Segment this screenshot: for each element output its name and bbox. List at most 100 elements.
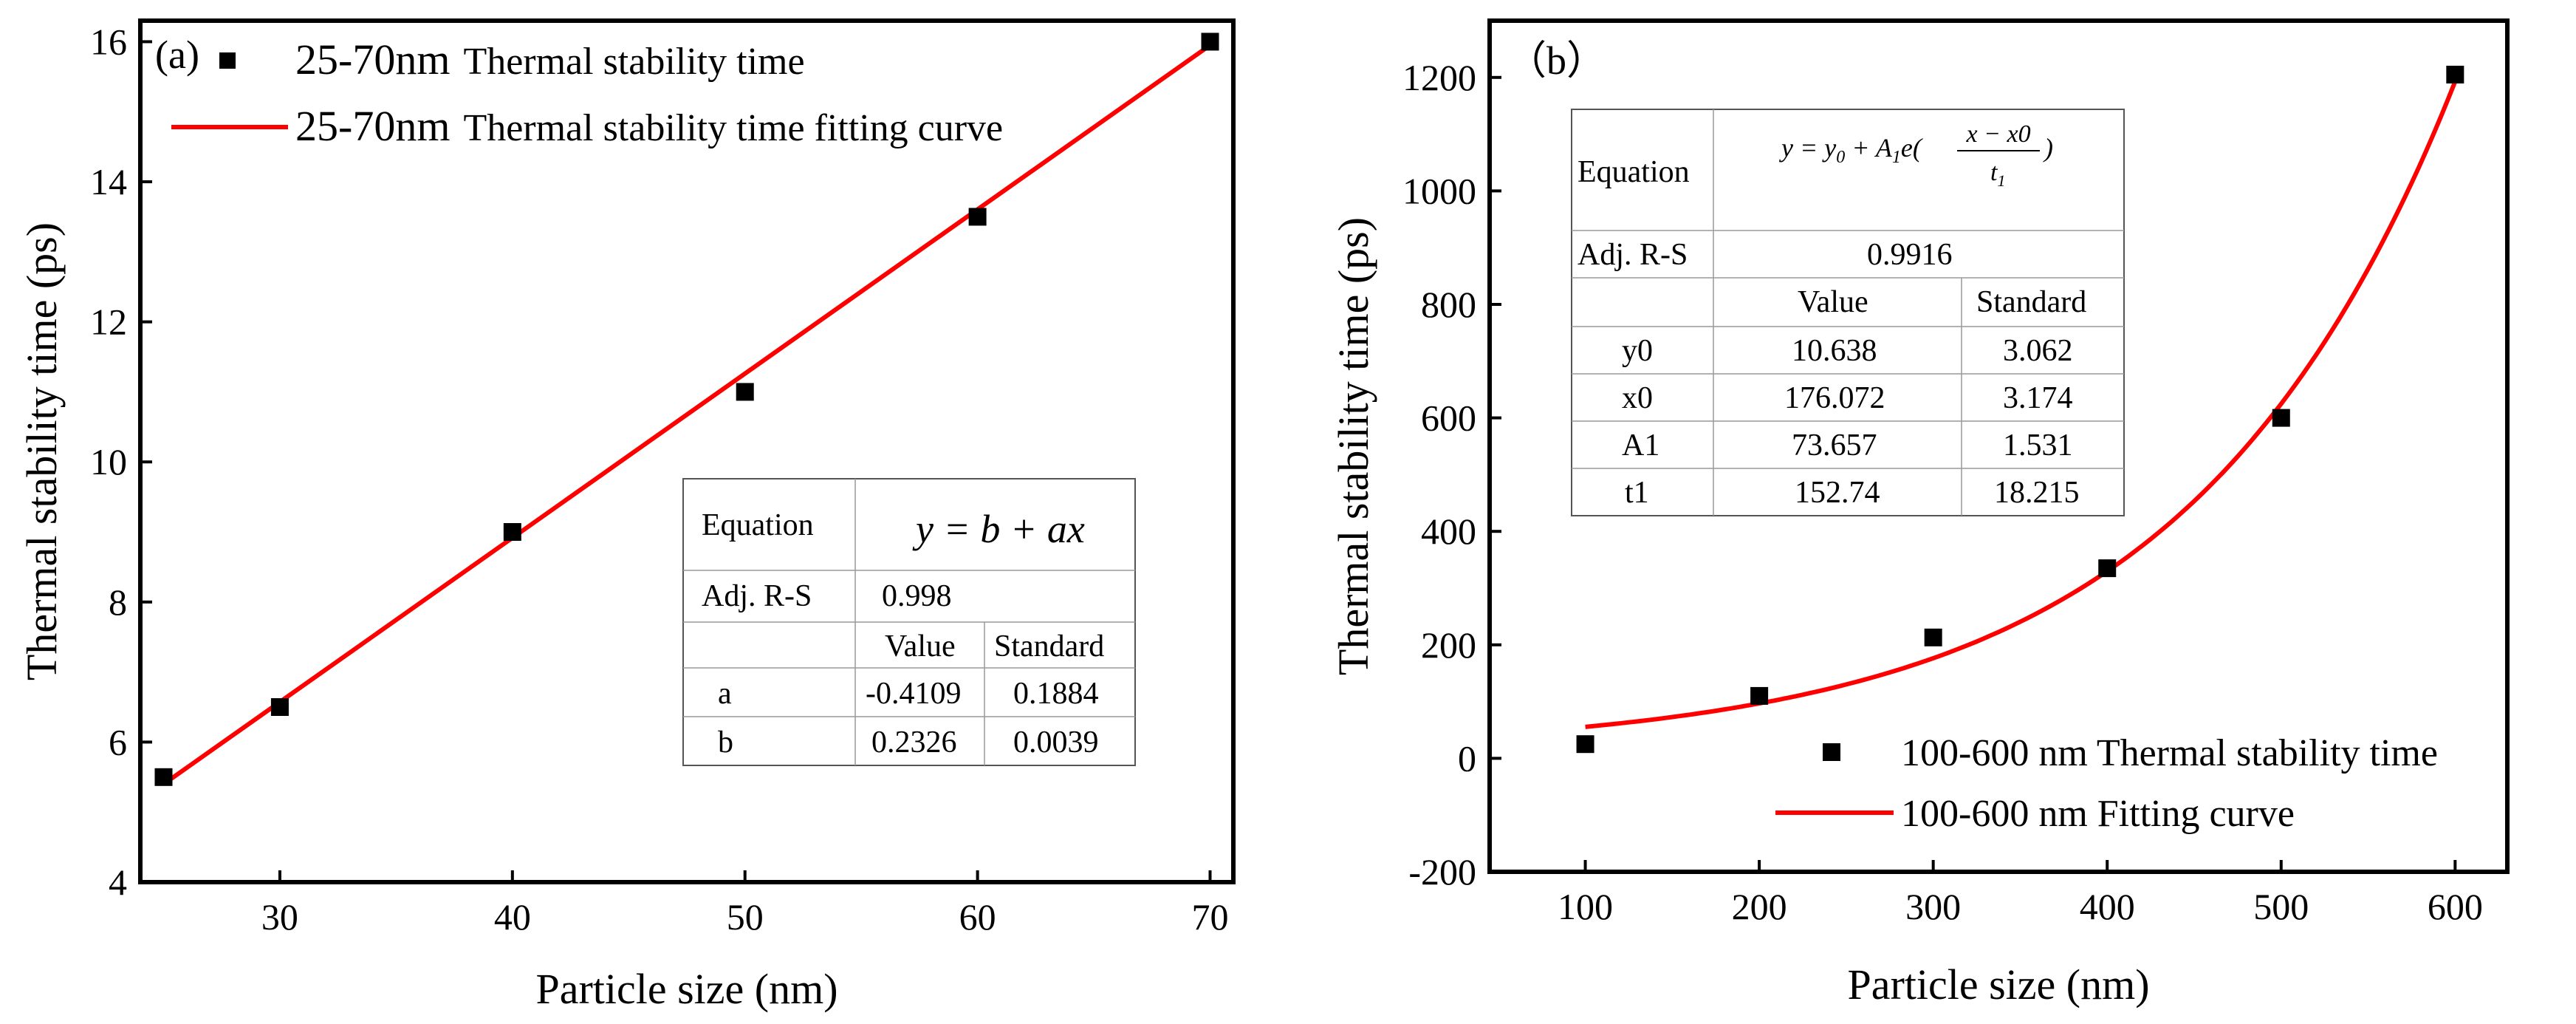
fit-curve (162, 43, 1212, 786)
data-point (1924, 628, 1942, 646)
panel-a-ticks: 30 40 50 60 70 4 6 8 10 12 14 16 (90, 21, 1229, 938)
fit-table-b-row-value: 176.072 (1784, 381, 1885, 415)
x-tick-label: 500 (2253, 886, 2309, 927)
fit-table-a-equation-label: Equation (702, 508, 814, 542)
fit-table-a-row-param: a (718, 677, 732, 711)
y-tick-label: 800 (1421, 284, 1476, 325)
fit-table-a-row-std: 0.0039 (1013, 726, 1099, 760)
legend-a-scatter-marker (219, 52, 236, 69)
x-tick-label: 30 (261, 896, 298, 938)
x-tick-label: 400 (2080, 886, 2135, 927)
fit-table-a-col-standard: Standard (994, 629, 1104, 663)
panel-b-x-axis-title: Particle size (nm) (1847, 960, 2149, 1008)
panel-a-y-axis-title: Thermal stability time (ps) (18, 222, 66, 680)
y-tick-label: 1200 (1402, 57, 1476, 98)
fit-table-a-row-param: b (718, 726, 733, 760)
fit-table-a-col-value: Value (885, 629, 956, 663)
y-tick-label: 10 (90, 441, 127, 482)
x-tick-label: 60 (959, 896, 996, 938)
panel-b: 100 200 300 400 500 600 -200 0 200 400 600 800 1000 1… (1329, 18, 2510, 1008)
panel-a: 30 40 50 60 70 4 6 8 10 12 14 16 (a) 25-70nm Therma… (18, 18, 1236, 1013)
fit-table-b-row-value: 10.638 (1792, 334, 1877, 368)
panel-a-fit-table: Equation y = b + ax Adj. R-S 0.998 Value… (682, 478, 1136, 766)
fit-table-a-adjr-label: Adj. R-S (702, 579, 812, 613)
data-point (2446, 65, 2464, 83)
data-point (2098, 559, 2117, 578)
x-tick-label: 40 (494, 896, 531, 938)
y-tick-label: 200 (1421, 624, 1476, 666)
fit-table-b-adjr-label: Adj. R-S (1578, 238, 1688, 272)
svg-text:t1: t1 (1990, 159, 2005, 190)
panel-b-fit-table: Equation y = y0 + A1e( x − x0 t1 ) Adj. … (1571, 109, 2125, 516)
data-point (154, 768, 173, 786)
fit-table-b-row-std: 3.174 (2003, 381, 2073, 415)
legend-b-line-label: 100-600 nm Fitting curve (1901, 793, 2295, 835)
x-tick-label: 50 (727, 896, 764, 938)
panel-b-fit-layer (1585, 81, 2458, 729)
legend-a-line-label: 25-70nm Thermal stability time fitting c… (295, 102, 1003, 150)
fit-table-b-col-standard: Standard (1976, 285, 2086, 319)
x-tick-label: 70 (1192, 896, 1229, 938)
data-point (1576, 735, 1594, 754)
fit-table-b-border (1571, 109, 2125, 516)
fit-table-b-row-value: 73.657 (1792, 429, 1877, 462)
y-tick-label: 14 (90, 161, 127, 202)
y-tick-label: -200 (1408, 851, 1476, 892)
fit-table-b-equation: y = y0 + A1e( x − x0 t1 ) (1779, 120, 2053, 190)
legend-a-scatter-label: 25-70nm Thermal stability time (295, 35, 805, 83)
data-point (736, 383, 754, 401)
data-point (1201, 33, 1219, 51)
y-tick-label: 1000 (1402, 170, 1476, 211)
panel-a-legend: 25-70nm Thermal stability time 25-70nm T… (171, 35, 1003, 150)
x-tick-label: 100 (1558, 886, 1613, 927)
x-tick-label: 300 (1905, 886, 1961, 927)
fit-table-b-row-value: 152.74 (1795, 476, 1880, 510)
y-tick-label: 16 (90, 21, 127, 62)
y-tick-label: 6 (109, 721, 127, 762)
fit-table-b-row-param: x0 (1622, 381, 1653, 415)
fit-table-a-row-value: 0.2326 (871, 726, 957, 760)
fit-table-b-row-param: A1 (1622, 429, 1659, 462)
panel-a-points-layer (154, 33, 1219, 786)
data-point (1750, 686, 1769, 705)
panel-a-label: (a) (155, 33, 199, 77)
y-tick-label: 0 (1458, 737, 1476, 779)
svg-text:x − x0: x − x0 (1965, 120, 2030, 148)
svg-text:): ) (2043, 133, 2053, 163)
y-tick-label: 600 (1421, 397, 1476, 439)
fit-table-b-row-param: t1 (1625, 476, 1649, 510)
legend-b-scatter-marker (1823, 743, 1840, 761)
fit-table-b-row-std: 1.531 (2003, 429, 2073, 462)
panel-b-plot-frame (1487, 18, 2510, 874)
fit-table-b-row-std: 3.062 (2003, 334, 2073, 368)
fit-curve (1585, 81, 2458, 729)
data-point (503, 523, 521, 542)
fit-table-b-equation-label: Equation (1578, 155, 1690, 189)
fit-table-b-adjr-value: 0.9916 (1867, 238, 1953, 272)
panel-b-points-layer (1576, 65, 2464, 754)
fit-table-b-col-value: Value (1798, 285, 1868, 319)
y-tick-label: 8 (109, 581, 127, 623)
data-point (270, 698, 289, 717)
panel-a-x-axis-title: Particle size (nm) (535, 965, 837, 1013)
x-tick-label: 200 (1732, 886, 1787, 927)
fit-table-a-row-value: -0.4109 (866, 677, 962, 711)
fit-table-a-adjr-value: 0.998 (882, 579, 952, 613)
svg-text:y = y0 + A1e(: y = y0 + A1e( (1779, 133, 1923, 167)
panel-b-ticks: 100 200 300 400 500 600 -200 0 200 400 600 800 1000 1… (1402, 57, 2483, 927)
legend-b-scatter-label: 100-600 nm Thermal stability time (1901, 732, 2438, 774)
panel-a-plot-frame (138, 18, 1236, 884)
data-point (968, 208, 987, 226)
panel-a-fit-layer (162, 43, 1212, 786)
data-point (2272, 409, 2290, 427)
y-tick-label: 400 (1421, 511, 1476, 552)
panel-b-label: （b） (1507, 38, 1606, 83)
fit-table-a-equation: y = b + ax (912, 507, 1085, 551)
panel-b-legend: 100-600 nm Thermal stability time 100-60… (1775, 732, 2438, 835)
y-tick-label: 4 (109, 861, 127, 903)
panel-b-y-axis-title: Thermal stability time (ps) (1329, 217, 1377, 675)
y-tick-label: 12 (90, 301, 127, 343)
fit-table-b-row-std: 18.215 (1994, 476, 2080, 510)
fit-table-b-row-param: y0 (1622, 334, 1653, 368)
